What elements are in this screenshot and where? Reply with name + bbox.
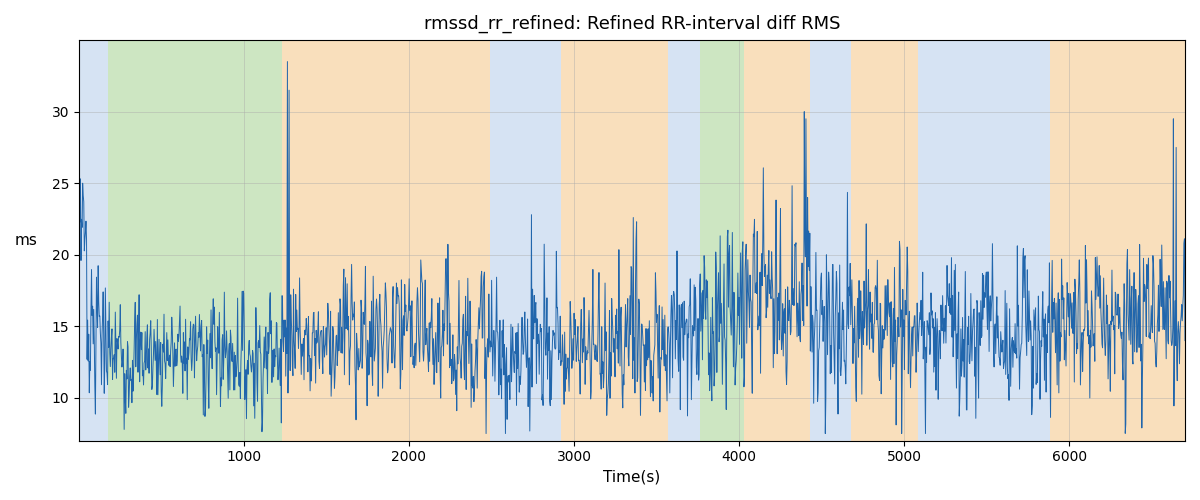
Bar (79, 40, 108, 440)
X-axis label: Time(s): Time(s) (604, 470, 660, 485)
Bar (700, 40, 744, 440)
Bar (744, 40, 810, 440)
Bar (918, 40, 1050, 440)
Title: rmssd_rr_refined: Refined RR-interval diff RMS: rmssd_rr_refined: Refined RR-interval di… (424, 15, 840, 34)
Bar (1050, 40, 1186, 440)
Y-axis label: ms: ms (14, 233, 38, 248)
Bar (108, 40, 282, 440)
Bar (490, 40, 560, 440)
Bar (282, 40, 490, 440)
Bar (560, 40, 668, 440)
Bar (852, 40, 918, 440)
Bar (810, 40, 852, 440)
Bar (668, 40, 700, 440)
